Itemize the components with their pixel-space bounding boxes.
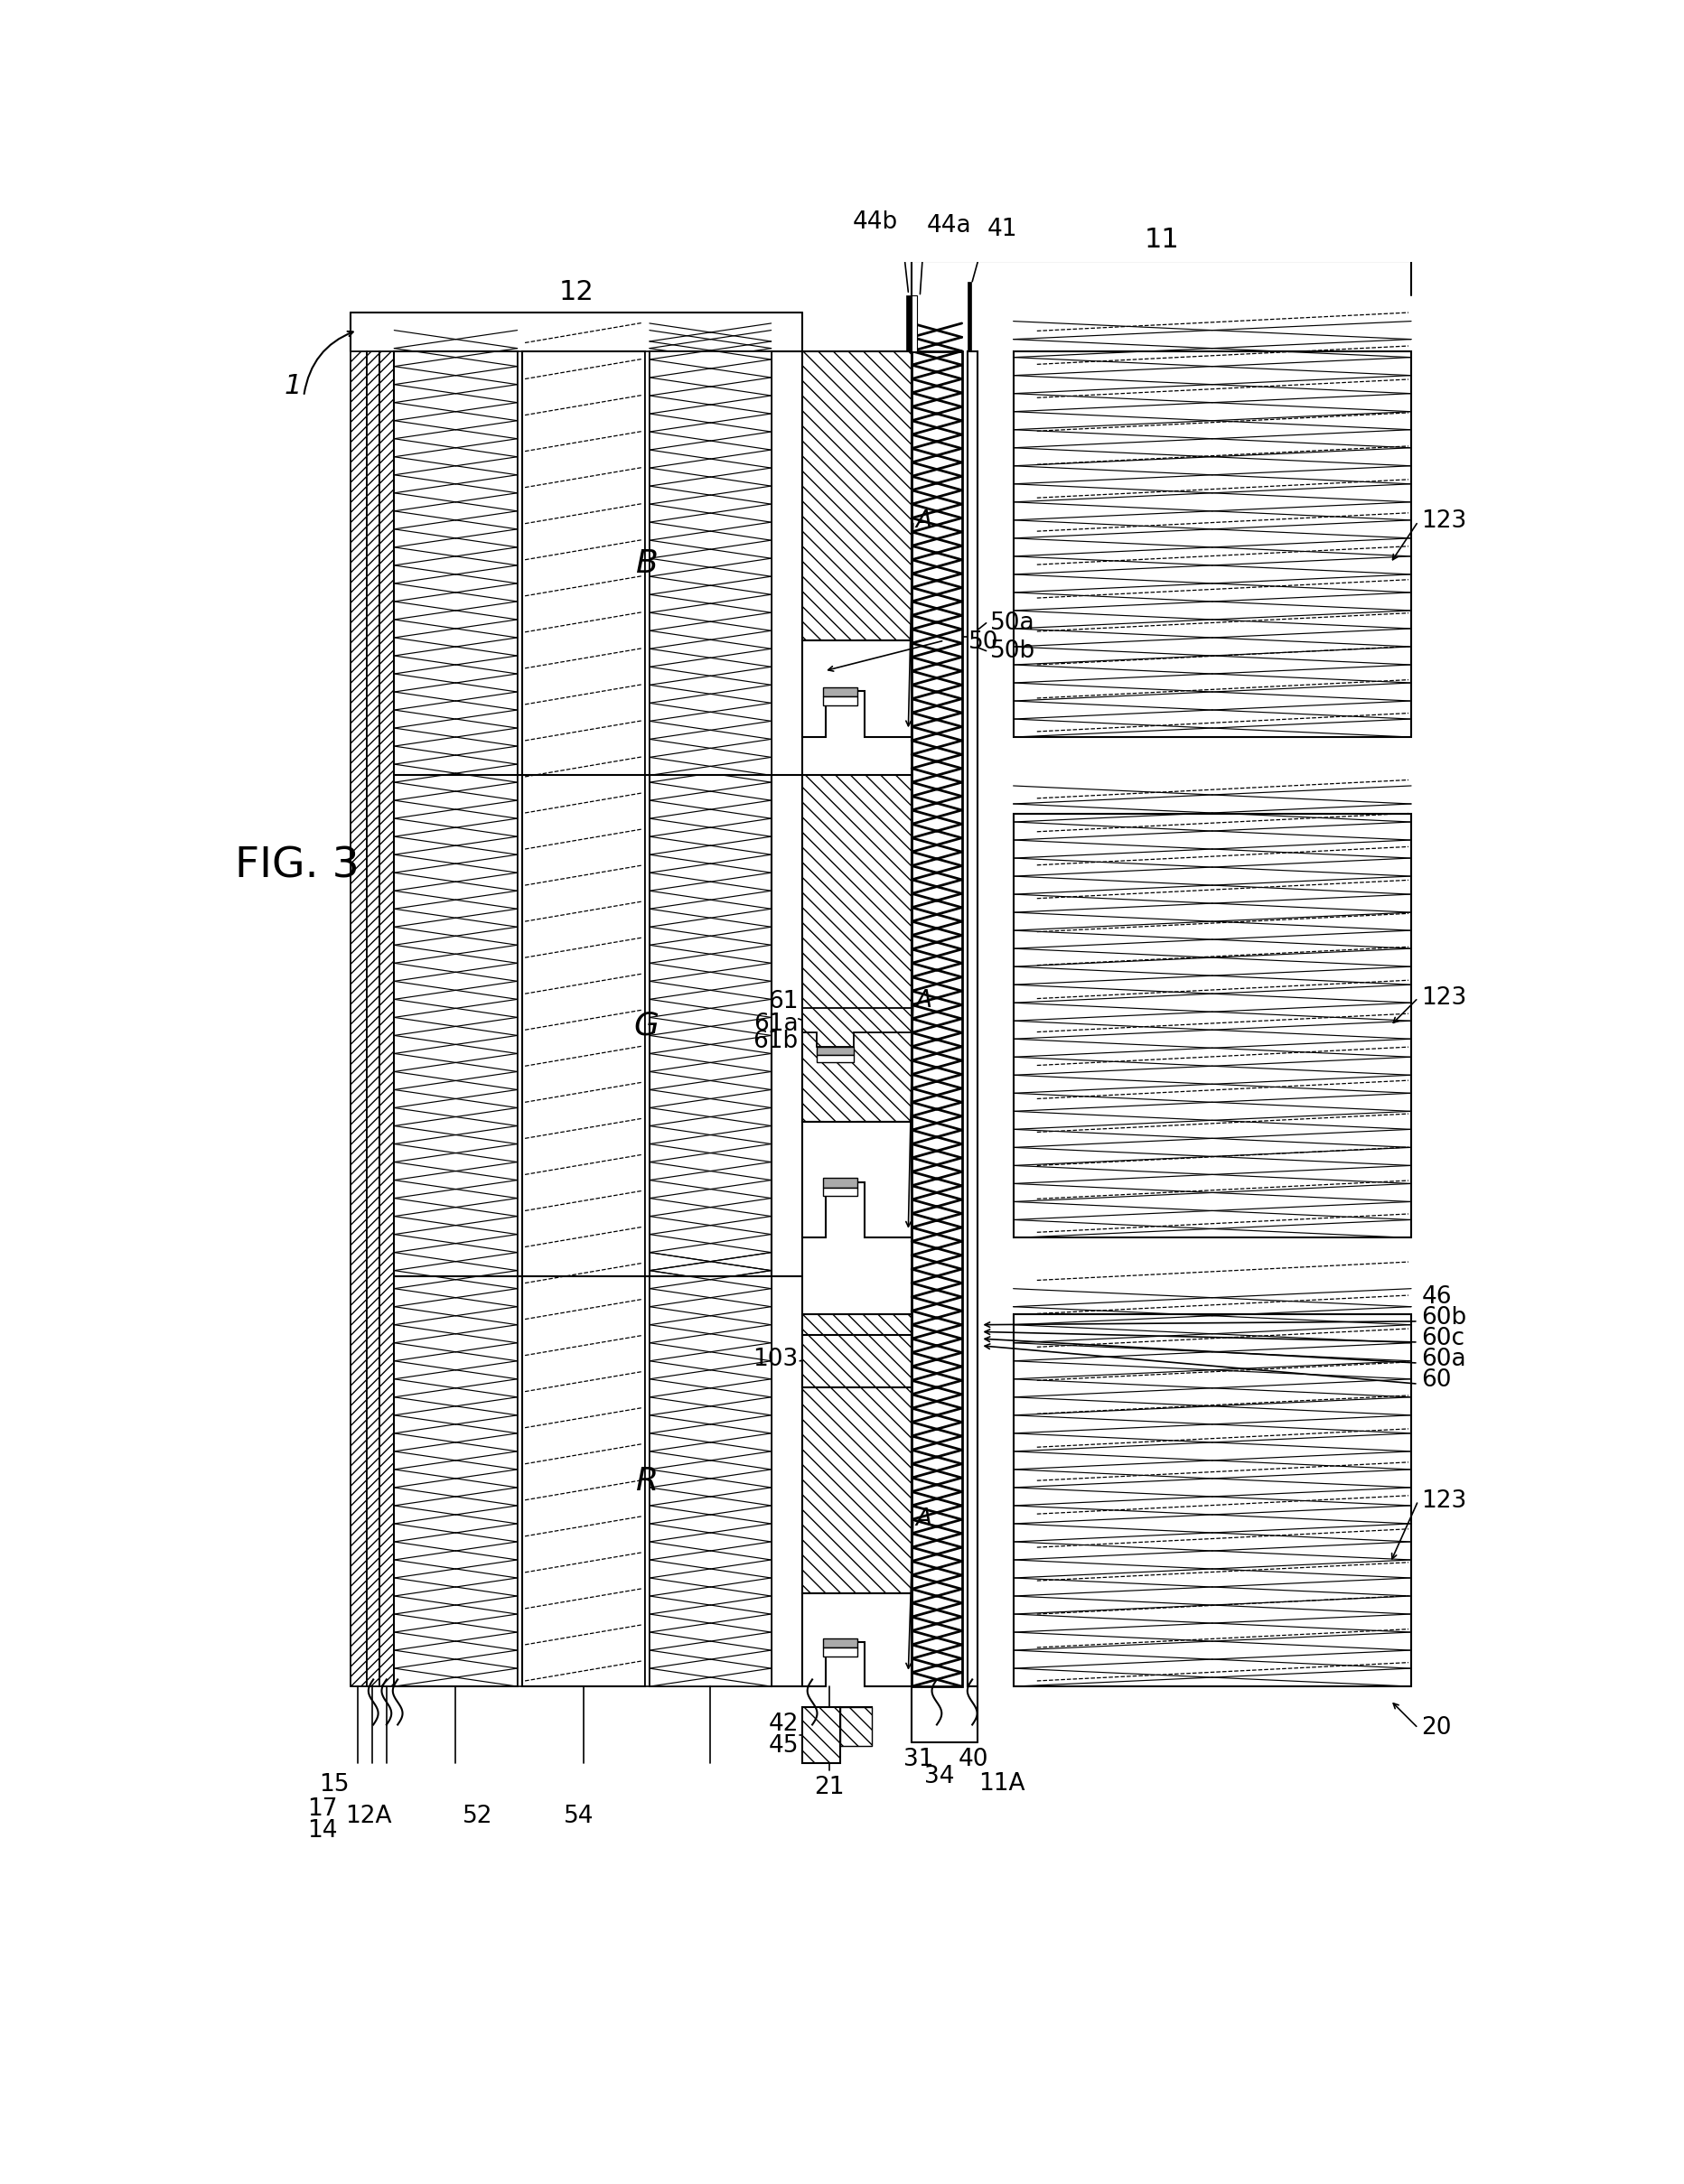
Text: 60b: 60b bbox=[1421, 1306, 1467, 1330]
Bar bbox=[817, 1046, 854, 1055]
Text: 50b: 50b bbox=[990, 640, 1036, 662]
Text: 60c: 60c bbox=[1421, 1328, 1465, 1350]
Bar bbox=[771, 352, 802, 1686]
Bar bbox=[906, 295, 911, 352]
Bar bbox=[840, 1708, 871, 1745]
Bar bbox=[522, 352, 645, 1686]
Text: A: A bbox=[916, 509, 931, 533]
Bar bbox=[802, 1334, 911, 1387]
Text: 60: 60 bbox=[1421, 1369, 1452, 1391]
Text: 61b: 61b bbox=[753, 1029, 798, 1053]
Bar bbox=[517, 352, 522, 1686]
Bar bbox=[840, 1708, 871, 1745]
Text: 21: 21 bbox=[815, 1776, 845, 1800]
Polygon shape bbox=[802, 1594, 911, 1686]
Bar bbox=[823, 1188, 857, 1197]
Text: 11: 11 bbox=[1143, 227, 1179, 253]
Bar bbox=[802, 1708, 840, 1762]
Bar bbox=[967, 352, 977, 1686]
Text: 61a: 61a bbox=[753, 1013, 798, 1035]
Text: 20: 20 bbox=[1421, 1717, 1452, 1741]
Text: 11A: 11A bbox=[978, 1771, 1026, 1795]
Bar bbox=[823, 1177, 857, 1188]
Bar bbox=[350, 352, 367, 1686]
Text: 44a: 44a bbox=[928, 214, 972, 238]
Bar bbox=[1014, 352, 1411, 736]
Bar bbox=[1014, 1315, 1411, 1686]
Text: 31: 31 bbox=[904, 1747, 935, 1771]
Text: 17: 17 bbox=[308, 1797, 338, 1821]
Polygon shape bbox=[802, 352, 911, 688]
Bar bbox=[394, 352, 517, 1686]
Bar bbox=[650, 1275, 771, 1686]
Bar bbox=[967, 282, 972, 352]
Text: 123: 123 bbox=[1421, 987, 1467, 1009]
Text: 44b: 44b bbox=[852, 210, 898, 234]
Text: 34: 34 bbox=[925, 1765, 955, 1789]
Text: FIG. 3: FIG. 3 bbox=[234, 845, 359, 887]
Polygon shape bbox=[802, 1009, 911, 1046]
Text: 12: 12 bbox=[559, 280, 593, 306]
Text: 60a: 60a bbox=[1421, 1348, 1467, 1372]
Polygon shape bbox=[802, 1315, 911, 1638]
Polygon shape bbox=[802, 775, 911, 1177]
Text: 15: 15 bbox=[320, 1773, 350, 1797]
Text: 123: 123 bbox=[1421, 1489, 1467, 1514]
Polygon shape bbox=[802, 1123, 911, 1238]
Text: 54: 54 bbox=[564, 1804, 594, 1828]
Text: 14: 14 bbox=[308, 1819, 338, 1843]
Text: G: G bbox=[635, 1011, 660, 1042]
Bar bbox=[911, 352, 962, 1686]
Text: 46: 46 bbox=[1421, 1284, 1452, 1308]
Text: 45: 45 bbox=[768, 1734, 798, 1758]
Text: 42: 42 bbox=[768, 1712, 798, 1736]
Bar bbox=[367, 352, 379, 1686]
Bar bbox=[823, 1647, 857, 1655]
Bar bbox=[1014, 815, 1411, 1238]
Bar bbox=[379, 352, 394, 1686]
Text: B: B bbox=[635, 548, 658, 579]
Text: 61: 61 bbox=[768, 989, 798, 1013]
Bar bbox=[823, 688, 857, 697]
Bar bbox=[645, 352, 650, 1686]
Bar bbox=[823, 697, 857, 705]
Text: 123: 123 bbox=[1421, 509, 1467, 533]
Text: 41: 41 bbox=[987, 218, 1017, 240]
Text: A: A bbox=[916, 1507, 931, 1531]
Polygon shape bbox=[802, 640, 911, 736]
Text: 50: 50 bbox=[968, 629, 999, 653]
Text: R: R bbox=[635, 1465, 658, 1496]
Bar bbox=[817, 1055, 854, 1061]
Bar bbox=[911, 295, 918, 352]
Text: 40: 40 bbox=[958, 1747, 989, 1771]
Text: A: A bbox=[916, 989, 931, 1013]
Text: 50a: 50a bbox=[990, 612, 1034, 636]
Text: 1: 1 bbox=[285, 373, 301, 400]
Text: 12A: 12A bbox=[345, 1804, 392, 1828]
Bar bbox=[650, 352, 771, 775]
Bar bbox=[823, 1638, 857, 1647]
Text: 52: 52 bbox=[463, 1804, 493, 1828]
Text: 103: 103 bbox=[753, 1348, 798, 1372]
Bar bbox=[650, 352, 771, 1686]
